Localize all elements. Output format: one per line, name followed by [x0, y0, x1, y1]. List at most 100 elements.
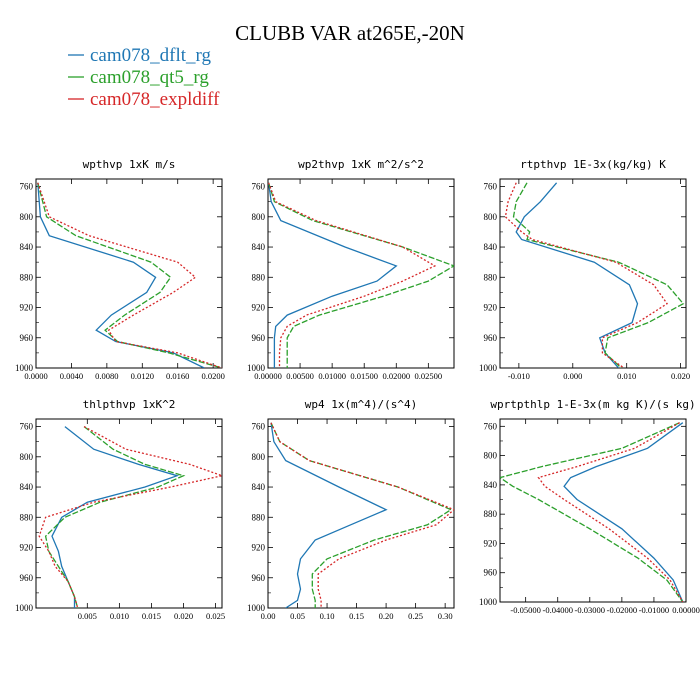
- series-line-cam078_expldiff: [268, 182, 437, 368]
- ytick-label: 800: [484, 212, 498, 222]
- xtick-label: 0.010: [617, 371, 636, 381]
- xtick-label: 0.000: [563, 371, 582, 381]
- xtick-label: 0.0000: [24, 371, 47, 381]
- panel-frame-5: [499, 418, 687, 603]
- panel-frame-2: [499, 178, 687, 369]
- xtick-label: 0.02000: [382, 371, 410, 381]
- ytick-label: 760: [20, 422, 34, 432]
- xtick-label: 0.010: [110, 611, 129, 621]
- xtick-label: 0.25: [408, 611, 423, 621]
- panel-title-3: thlpthvp 1xK^2: [83, 398, 176, 411]
- ytick-label: 880: [252, 272, 266, 282]
- ytick-label: 960: [20, 573, 34, 583]
- ytick-label: 880: [484, 272, 498, 282]
- panel-title-5: wprtpthlp 1-E-3x(m kg K)/(s kg): [490, 398, 695, 411]
- xtick-label: 0.0080: [95, 371, 118, 381]
- panel-0: wpthvp 1xK m/s76080084088092096010000.00…: [15, 158, 225, 381]
- ytick-label: 840: [20, 482, 34, 492]
- ytick-label: 920: [20, 543, 34, 553]
- series-line-cam078_dflt_rg: [51, 426, 180, 608]
- xtick-label: 0.020: [671, 371, 690, 381]
- panel-frame-3: [35, 418, 223, 609]
- xtick-label: 0.01000: [318, 371, 346, 381]
- ytick-label: 880: [252, 512, 266, 522]
- xtick-label: 0.020: [174, 611, 193, 621]
- xtick-label: 0.025: [206, 611, 225, 621]
- ytick-label: 960: [252, 333, 266, 343]
- ytick-label: 1000: [479, 597, 498, 607]
- ytick-label: 840: [484, 242, 498, 252]
- ytick-label: 800: [252, 452, 266, 462]
- panel-2: rtpthvp 1E-3x(kg/kg) K 760 800 840 880 920 960…: [479, 158, 690, 381]
- legend: cam078_dflt_rgcam078_qt5_rgcam078_expldi…: [68, 45, 220, 110]
- ytick-label: 800: [484, 451, 498, 461]
- ytick-label: 880: [20, 512, 34, 522]
- ytick-label: 760: [484, 421, 498, 431]
- panel-title-4: wp4 1x(m^4)/(s^4): [305, 398, 418, 411]
- ytick-label: 760: [252, 422, 266, 432]
- panel-3: thlpthvp 1xK^2 760 800 840 880 920 960 1000 0.00…: [15, 398, 225, 621]
- ytick-label: 1000: [247, 603, 266, 613]
- xtick-label: 0.0200: [201, 371, 224, 381]
- xtick-label: 0.10: [320, 611, 335, 621]
- panel-frame-1: [267, 178, 455, 369]
- panel-frame-4: [267, 418, 455, 609]
- xtick-label: 0.05: [290, 611, 305, 621]
- ytick-label: 800: [20, 212, 34, 222]
- ytick-label: 1000: [479, 363, 498, 373]
- ytick-label: 960: [484, 568, 498, 578]
- main-title: CLUBB VAR at265E,-20N: [235, 21, 465, 45]
- xtick-label: 0.0120: [131, 371, 154, 381]
- ytick-label: 840: [484, 480, 498, 490]
- ytick-label: 1000: [15, 363, 34, 373]
- series-line-cam078_qt5_rg: [268, 182, 454, 368]
- ytick-label: 960: [20, 333, 34, 343]
- series-line-cam078_expldiff: [504, 182, 669, 368]
- panel-title-0: wpthvp 1xK m/s: [83, 158, 176, 171]
- series-line-cam078_dflt_rg: [268, 182, 398, 368]
- series-line-cam078_dflt_rg: [270, 422, 388, 608]
- series-line-cam078_expldiff: [38, 426, 222, 608]
- xtick-label: 0.00000: [672, 605, 700, 615]
- series-line-cam078_dflt_rg: [563, 422, 684, 602]
- xtick-label: -0.03000: [575, 605, 605, 615]
- xtick-label: 0.015: [142, 611, 161, 621]
- xtick-label: -0.04000: [542, 605, 572, 615]
- legend-label-2: cam078_expldiff: [90, 89, 220, 110]
- ytick-label: 760: [484, 182, 498, 192]
- ytick-label: 880: [20, 272, 34, 282]
- ytick-label: 840: [252, 482, 266, 492]
- ytick-label: 920: [252, 543, 266, 553]
- legend-label-0: cam078_dflt_rg: [90, 45, 212, 66]
- xtick-label: 0.00000: [254, 371, 282, 381]
- series-line-cam078_qt5_rg: [500, 422, 684, 602]
- xtick-label: -0.05000: [510, 605, 540, 615]
- ytick-label: 1000: [247, 363, 266, 373]
- ytick-label: 1000: [15, 603, 34, 613]
- xtick-label: 0.0160: [166, 371, 189, 381]
- ytick-label: 840: [252, 242, 266, 252]
- xtick-label: -0.01000: [639, 605, 669, 615]
- xtick-label: 0.00500: [286, 371, 314, 381]
- series-line-cam078_qt5_rg: [512, 182, 685, 368]
- xtick-label: 0.01500: [350, 371, 378, 381]
- ytick-label: 920: [252, 303, 266, 313]
- xtick-label: 0.00: [261, 611, 276, 621]
- ytick-label: 760: [20, 182, 34, 192]
- xtick-label: 0.005: [78, 611, 97, 621]
- ytick-label: 800: [252, 212, 266, 222]
- panels: wpthvp 1xK m/s76080084088092096010000.00…: [15, 158, 700, 621]
- xtick-label: 0.30: [438, 611, 453, 621]
- series-line-cam078_expldiff: [37, 182, 222, 368]
- panel-4: wp4 1x(m^4)/(s^4)76080084088092096010000…: [247, 398, 455, 621]
- ytick-label: 800: [20, 452, 34, 462]
- xtick-label: 0.02500: [415, 371, 443, 381]
- legend-label-1: cam078_qt5_rg: [90, 67, 209, 88]
- ytick-label: 880: [484, 509, 498, 519]
- xtick-label: -0.02000: [607, 605, 637, 615]
- panel-5: wprtpthlp 1-E-3x(m kg K)/(s kg) 760 800 840…: [479, 398, 700, 615]
- ytick-label: 760: [252, 182, 266, 192]
- xtick-label: 0.0040: [60, 371, 83, 381]
- xtick-label: -0.010: [508, 371, 530, 381]
